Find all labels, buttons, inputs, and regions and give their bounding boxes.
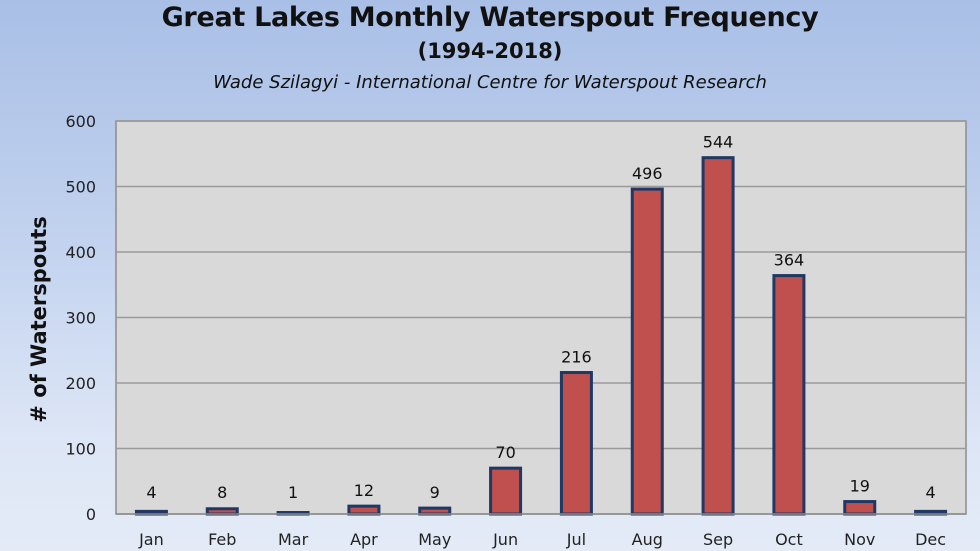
bar-oct bbox=[772, 274, 806, 516]
x-tick-label: Mar bbox=[278, 530, 309, 549]
y-tick-label: 100 bbox=[65, 440, 96, 459]
data-label: 12 bbox=[354, 481, 374, 500]
data-labels: 4 8 1 12 9 70 216 496 544 364 19 4 bbox=[146, 133, 935, 502]
data-label: 4 bbox=[925, 483, 935, 502]
x-tick-label: Apr bbox=[350, 530, 378, 549]
data-label: 4 bbox=[146, 483, 156, 502]
bar-feb bbox=[205, 507, 239, 516]
data-label: 19 bbox=[850, 477, 870, 496]
gridlines bbox=[116, 120, 966, 450]
y-axis-label: # of Waterspouts bbox=[27, 216, 51, 422]
data-label: 544 bbox=[703, 133, 734, 152]
x-tick-label: Jul bbox=[566, 530, 586, 549]
chart-subtitle: (1994-2018) bbox=[417, 39, 563, 63]
data-label: 8 bbox=[217, 483, 227, 502]
bar-nov bbox=[843, 500, 877, 516]
x-tick-label: Feb bbox=[208, 530, 236, 549]
y-tick-label: 400 bbox=[65, 243, 96, 262]
chart-title: Great Lakes Monthly Waterspout Frequency bbox=[161, 2, 819, 33]
x-axis-ticks: Jan Feb Mar Apr May Jun Jul Aug Sep Oct Nov Dec bbox=[138, 530, 946, 549]
bar-may bbox=[418, 506, 452, 516]
data-label: 496 bbox=[632, 164, 663, 183]
y-tick-label: 0 bbox=[86, 505, 96, 524]
x-tick-label: Jun bbox=[492, 530, 518, 549]
chart-credit: Wade Szilagyi - International Centre for… bbox=[213, 72, 767, 93]
bar-jul bbox=[559, 371, 593, 516]
data-label: 70 bbox=[495, 443, 515, 462]
x-tick-label: Oct bbox=[775, 530, 803, 549]
x-tick-label: Nov bbox=[844, 530, 875, 549]
data-label: 364 bbox=[774, 251, 805, 270]
x-tick-label: Aug bbox=[632, 530, 663, 549]
data-label: 216 bbox=[561, 348, 592, 367]
y-tick-label: 300 bbox=[65, 309, 96, 328]
y-axis-ticks: 0 100 200 300 400 500 600 bbox=[65, 112, 96, 524]
x-tick-label: May bbox=[418, 530, 451, 549]
bar-aug bbox=[630, 187, 664, 516]
x-tick-label: Sep bbox=[703, 530, 733, 549]
y-tick-label: 500 bbox=[65, 178, 96, 197]
data-label: 9 bbox=[430, 483, 440, 502]
bar-apr bbox=[347, 504, 381, 516]
bar-jun bbox=[489, 466, 523, 516]
data-label: 1 bbox=[288, 483, 298, 502]
y-tick-label: 200 bbox=[65, 374, 96, 393]
y-tick-label: 600 bbox=[65, 112, 96, 131]
x-tick-label: Jan bbox=[138, 530, 164, 549]
x-tick-label: Dec bbox=[915, 530, 946, 549]
bar-sep bbox=[701, 156, 735, 516]
